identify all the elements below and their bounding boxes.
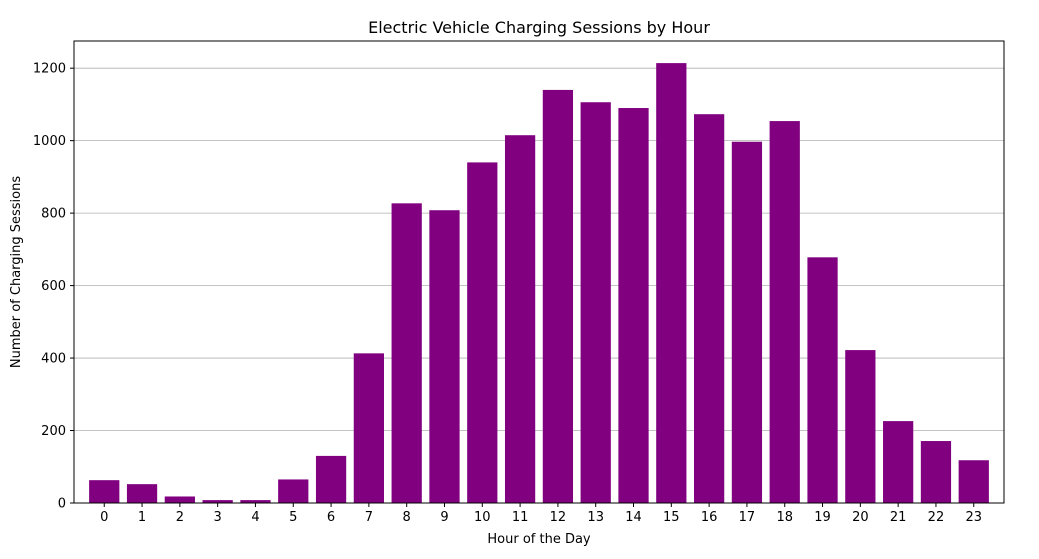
bar-hour-13 [580, 102, 611, 504]
bar-hour-9 [429, 210, 460, 504]
bar-hour-4 [240, 500, 271, 503]
x-tick-label: 22 [928, 510, 945, 525]
bar-hour-19 [807, 257, 838, 503]
y-tick-label: 400 [41, 352, 66, 367]
y-tick-label: 200 [41, 424, 66, 439]
x-tick-label: 23 [965, 510, 982, 525]
x-tick-label: 13 [587, 510, 604, 525]
y-tick-label: 1000 [33, 134, 66, 149]
bar-hour-3 [202, 500, 233, 503]
bar-hour-1 [126, 484, 158, 503]
x-tick-label: 17 [739, 510, 756, 525]
x-tick-label: 15 [663, 510, 680, 525]
x-tick-label: 0 [100, 510, 108, 525]
bar-hour-8 [391, 203, 422, 504]
bar-hour-2 [164, 496, 195, 503]
bar-hour-10 [467, 162, 498, 503]
y-tick-label: 800 [41, 207, 66, 222]
x-tick-label: 2 [176, 510, 184, 525]
x-tick-label: 10 [474, 510, 491, 525]
y-tick-label: 0 [58, 497, 66, 512]
x-tick-label: 19 [814, 510, 831, 525]
bar-hour-6 [315, 455, 347, 503]
gridlines [74, 67, 1004, 504]
x-tick-label: 12 [550, 510, 567, 525]
x-tick-label: 8 [403, 510, 411, 525]
x-axis-ticks: 0 1 2 3 4 5 6 7 8 9 10 11 12 13 14 15 16 17 18 19 20 21 22 23 [100, 503, 982, 525]
chart-title: Electric Vehicle Charging Sessions by Ho… [368, 18, 710, 37]
bar-hour-11 [504, 135, 536, 503]
bar-hour-20 [845, 350, 876, 503]
y-axis-ticks: 0 200 400 600 800 1000 1200 [33, 62, 74, 512]
plot-area-frame [73, 40, 1005, 504]
y-tick-label: 1200 [33, 62, 66, 77]
y-tick-label: 600 [41, 279, 66, 294]
x-tick-label: 6 [327, 510, 335, 525]
x-tick-label: 3 [214, 510, 222, 525]
x-tick-label: 21 [890, 510, 907, 525]
bars [89, 63, 989, 504]
x-axis-label: Hour of the Day [487, 532, 591, 547]
x-tick-label: 14 [625, 510, 642, 525]
x-tick-label: 5 [289, 510, 297, 525]
x-tick-label: 18 [776, 510, 793, 525]
bar-hour-0 [89, 480, 120, 503]
y-axis-label: Number of Charging Sessions [9, 176, 24, 369]
bar-hour-12 [542, 89, 574, 503]
bar-hour-15 [656, 63, 687, 504]
x-tick-label: 7 [365, 510, 373, 525]
bar-hour-7 [353, 353, 384, 503]
bar-hour-5 [278, 479, 309, 503]
bar-hour-21 [883, 421, 914, 503]
x-tick-label: 1 [138, 510, 146, 525]
x-tick-label: 4 [251, 510, 259, 525]
x-tick-label: 20 [852, 510, 869, 525]
bar-hour-23 [958, 460, 989, 503]
bar-hour-18 [769, 121, 800, 503]
bar-hour-22 [920, 441, 952, 503]
bar-hour-16 [694, 114, 725, 503]
x-tick-label: 16 [701, 510, 718, 525]
bar-hour-14 [618, 108, 649, 504]
bar-hour-17 [731, 141, 763, 503]
x-tick-label: 11 [512, 510, 529, 525]
x-tick-label: 9 [440, 510, 448, 525]
